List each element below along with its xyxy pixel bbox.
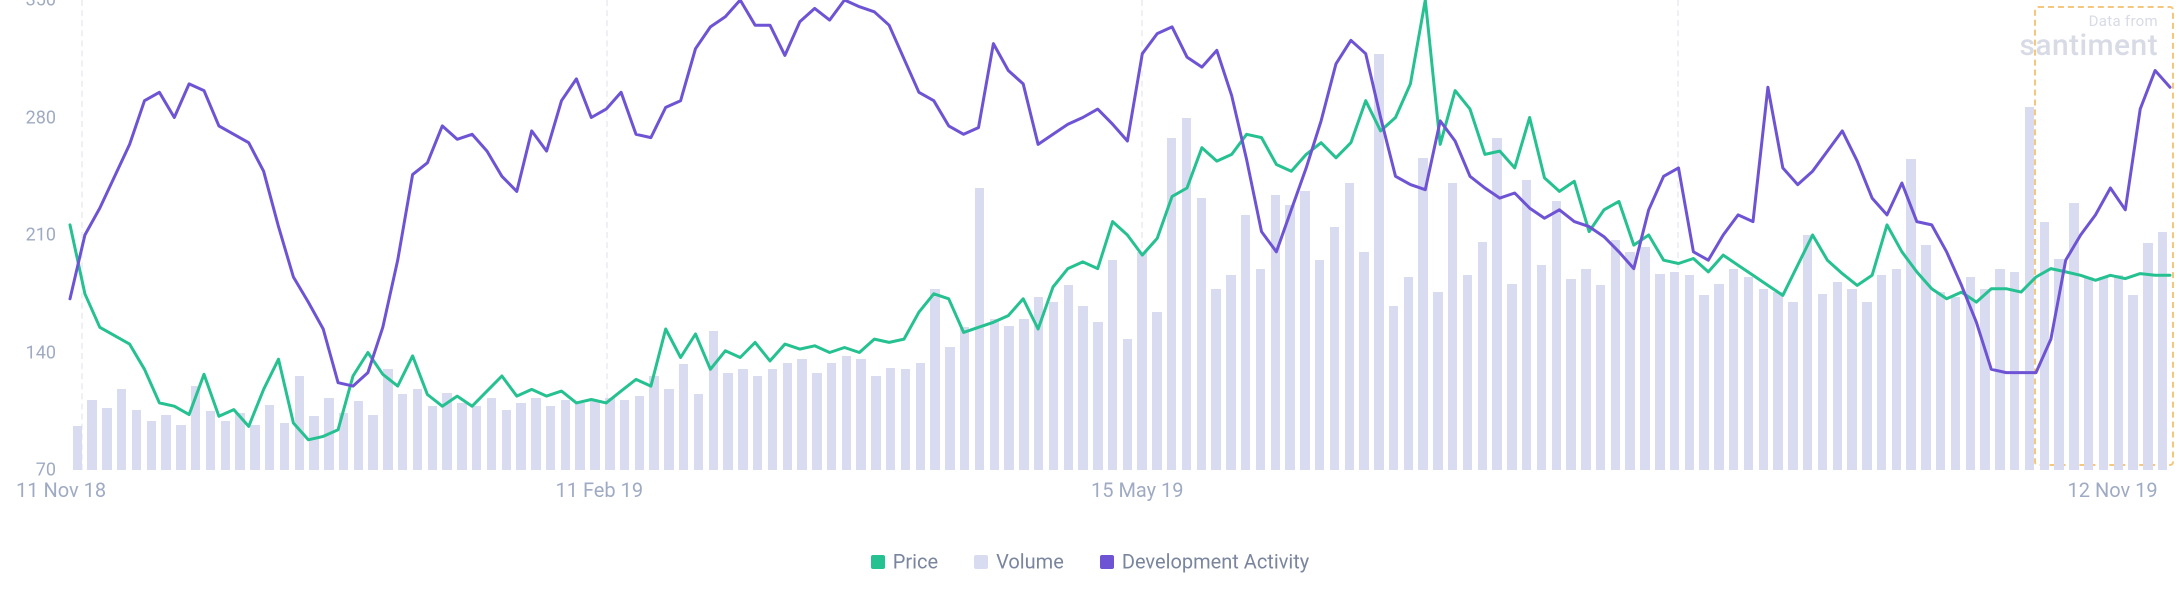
legend-item-dev_activity[interactable]: Development Activity xyxy=(1100,548,1309,574)
plot-area xyxy=(70,0,2170,470)
dev-activity-line xyxy=(70,0,2170,470)
y-tick-label: 140 xyxy=(26,342,56,363)
y-tick-label: 210 xyxy=(26,225,56,246)
legend-item-price[interactable]: Price xyxy=(871,548,938,574)
legend-label: Development Activity xyxy=(1122,550,1309,574)
legend-swatch xyxy=(1100,555,1114,569)
y-tick-label: 350 xyxy=(26,0,56,11)
x-tick-label: 15 May 19 xyxy=(1091,478,1184,502)
legend-label: Price xyxy=(893,550,938,574)
legend-label: Volume xyxy=(996,550,1064,574)
x-tick-label: 12 Nov 19 xyxy=(2068,478,2158,502)
legend-swatch xyxy=(871,555,885,569)
x-tick-label: 11 Nov 18 xyxy=(16,478,106,502)
legend-swatch xyxy=(974,555,988,569)
chart-container: PriceVolumeDevelopment Activity Data fro… xyxy=(0,0,2180,600)
y-tick-label: 280 xyxy=(26,107,56,128)
legend: Price Volume Development Activity xyxy=(0,548,2180,574)
legend-item-volume[interactable]: Volume xyxy=(974,548,1064,574)
x-tick-label: 11 Feb 19 xyxy=(556,478,644,502)
